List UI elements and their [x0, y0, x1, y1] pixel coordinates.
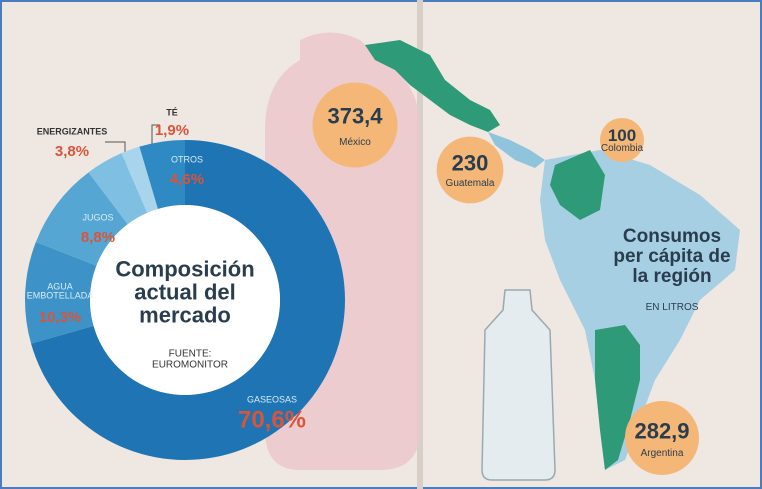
slice-value: 3,8% — [54, 143, 90, 161]
slice-label: JUGOS — [82, 212, 114, 223]
map-argentina — [595, 325, 640, 470]
region-subtitle: EN LITROS — [645, 301, 699, 313]
map-central-america — [488, 132, 545, 168]
bubble-label: Guatemala — [445, 177, 495, 189]
bubble-value: 230 — [451, 150, 489, 176]
bubble-value: 373,4 — [327, 103, 383, 129]
map-south-america — [540, 150, 740, 470]
donut-slice — [24, 242, 97, 344]
slice-value: 8,8% — [80, 229, 116, 247]
donut-slice — [121, 146, 158, 213]
donut-title: Composición actual del mercado — [115, 256, 255, 328]
bubble-label: Argentina — [640, 447, 684, 459]
slice-label: TÉ — [166, 107, 178, 118]
slice-label: GASEOSAS — [246, 394, 298, 405]
bubble — [600, 118, 644, 162]
bubble-label: México — [339, 136, 371, 148]
slice-label: OTROS — [170, 154, 203, 165]
slice-value: 10,3% — [38, 309, 82, 327]
bubble — [312, 82, 398, 168]
bubble — [624, 400, 700, 476]
map-colombia — [550, 150, 605, 220]
bubble-label: Colombia — [600, 142, 644, 154]
donut-slice — [35, 172, 128, 266]
map-mexico — [365, 40, 500, 132]
region-title: Consumos per cápita de la región — [613, 226, 731, 287]
bubble-value: 282,9 — [634, 418, 690, 444]
slice-label: AGUA EMBOTELLADA — [26, 281, 94, 301]
donut-hole — [90, 205, 280, 395]
donut-slice — [139, 140, 185, 209]
slice-value: 4,6% — [169, 171, 205, 189]
slice-value: 1,9% — [154, 122, 190, 140]
bubble — [436, 136, 504, 204]
donut-slice — [31, 140, 346, 460]
donut-slice — [88, 153, 148, 225]
slice-value: 70,6% — [237, 406, 307, 434]
donut-source: FUENTE: EUROMONITOR — [152, 348, 228, 370]
slice-label: ENERGIZANTES — [36, 126, 108, 137]
water-bottle — [481, 289, 556, 481]
bubble-value: 100 — [607, 125, 637, 145]
